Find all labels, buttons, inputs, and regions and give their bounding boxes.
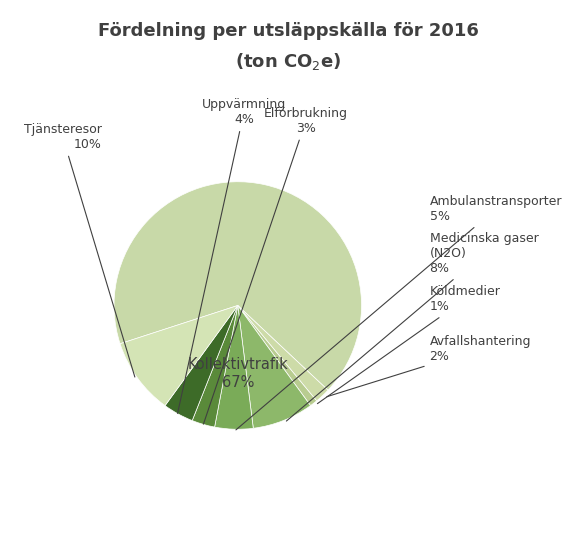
Text: Tjänsteresor
10%: Tjänsteresor 10% — [24, 123, 135, 377]
Text: Köldmedier
1%: Köldmedier 1% — [317, 285, 500, 403]
Wedge shape — [165, 306, 238, 421]
Wedge shape — [192, 306, 238, 427]
Text: Elförbrukning
3%: Elförbrukning 3% — [204, 107, 348, 424]
Text: Uppvärmning
4%: Uppvärmning 4% — [178, 98, 286, 414]
Text: Ambulanstransporter
5%: Ambulanstransporter 5% — [236, 195, 562, 430]
Wedge shape — [238, 306, 317, 406]
Wedge shape — [238, 306, 328, 401]
Wedge shape — [114, 182, 362, 390]
Text: (ton CO$_2$e): (ton CO$_2$e) — [235, 51, 342, 72]
Text: Kollektivtrafik
67%: Kollektivtrafik 67% — [188, 357, 288, 390]
Wedge shape — [238, 306, 310, 428]
Text: Fördelning per utsläppskälla för 2016: Fördelning per utsläppskälla för 2016 — [98, 22, 479, 39]
Text: Medicinska gaser
(N2O)
8%: Medicinska gaser (N2O) 8% — [286, 232, 538, 421]
Wedge shape — [215, 306, 253, 429]
Wedge shape — [120, 306, 238, 406]
Text: Avfallshantering
2%: Avfallshantering 2% — [327, 335, 531, 397]
